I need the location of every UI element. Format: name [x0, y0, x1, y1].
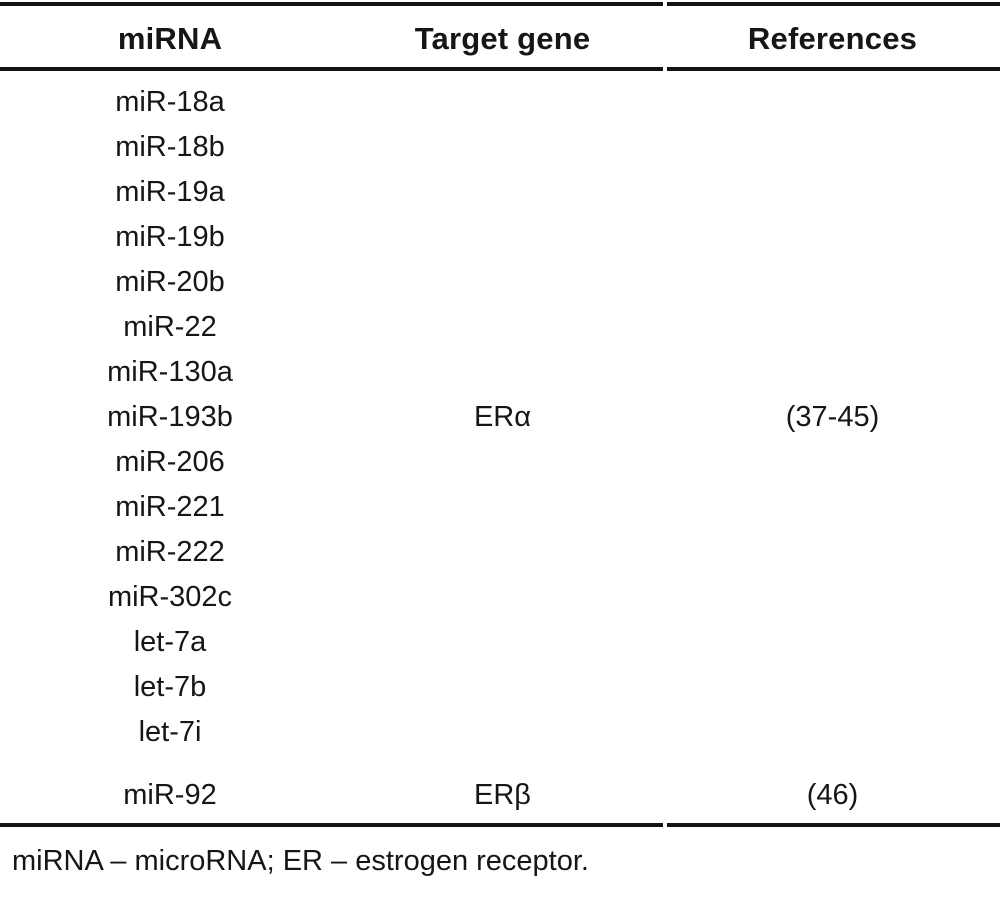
mirna-cell: miR-302c: [107, 581, 233, 613]
references-cell: (37-45): [785, 401, 880, 433]
top-rule: [0, 2, 1000, 6]
target-gene-cell: ERβ: [474, 779, 531, 811]
table-header-row: miRNA Target gene References: [0, 6, 1000, 67]
mirna-cell: miR-206: [115, 446, 225, 478]
table-group-er-beta: miR-92 ERβ (46): [0, 773, 1000, 818]
mirna-cell: miR-18b: [115, 131, 225, 163]
mirna-cell: miR-221: [115, 491, 225, 523]
column-header-target-gene: Target gene: [414, 20, 591, 56]
references-cell: (46): [806, 779, 859, 811]
mirna-cell: miR-222: [115, 536, 225, 568]
mirna-cell: let-7a: [133, 626, 207, 658]
column-header-references: References: [747, 20, 918, 56]
mirna-cell: let-7b: [133, 671, 207, 703]
table-footnote: miRNA – microRNA; ER – estrogen receptor…: [12, 845, 589, 877]
mirna-cell: miR-92: [123, 779, 217, 811]
table-group-er-alpha: miR-18a miR-18b miR-19a miR-19b miR-20b …: [0, 71, 1000, 755]
mirna-cell: miR-19b: [115, 221, 225, 253]
mirna-cell: miR-22: [123, 311, 217, 343]
column-header-mirna: miRNA: [117, 20, 223, 56]
mirna-cell: miR-18a: [115, 86, 225, 118]
mirna-cell: miR-19a: [115, 176, 225, 208]
target-gene-cell: ERα: [473, 401, 532, 433]
mirna-cell: miR-130a: [107, 356, 233, 388]
bottom-rule: [0, 823, 1000, 827]
header-rule: [0, 67, 1000, 71]
mirna-cell: miR-193b: [107, 401, 233, 433]
mirna-cell: miR-20b: [115, 266, 225, 298]
mirna-cell: let-7i: [138, 716, 202, 748]
mirna-list: miR-18a miR-18b miR-19a miR-19b miR-20b …: [0, 80, 340, 755]
